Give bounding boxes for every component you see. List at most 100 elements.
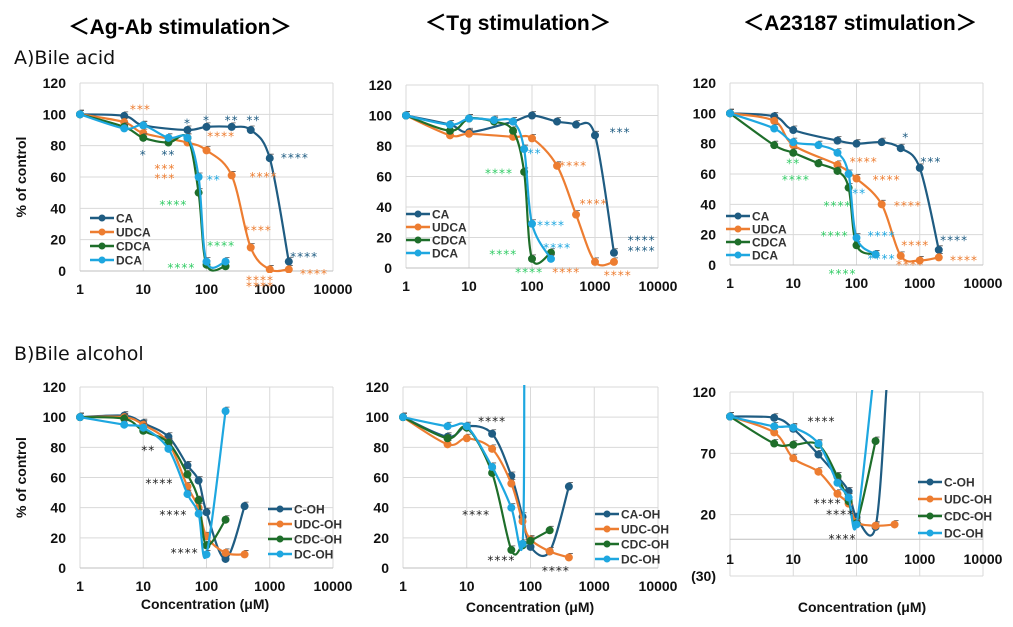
data-point (844, 170, 853, 178)
significance-marker: **** (487, 553, 515, 567)
series-dc-oh (399, 385, 527, 552)
data-point (789, 440, 798, 449)
legend-swatch-marker (414, 236, 422, 244)
data-point (609, 257, 618, 266)
data-point (265, 154, 274, 163)
x-tick-label: 100 (845, 551, 869, 567)
data-point (120, 420, 129, 429)
significance-marker: * (184, 117, 191, 131)
data-point (789, 148, 798, 157)
significance-marker: **** (300, 267, 328, 281)
y-tick-label: 0 (384, 260, 392, 276)
significance-marker: **** (478, 415, 506, 429)
series-dc-oh (726, 390, 874, 531)
legend-swatch-marker (414, 210, 422, 218)
x-tick-label: 10 (785, 551, 801, 567)
data-point (896, 144, 905, 153)
legend-swatch-marker (98, 242, 106, 250)
x-tick-label: 10000 (314, 578, 353, 594)
legend-swatch-marker (98, 228, 106, 236)
significance-marker: **** (552, 266, 580, 280)
data-point (183, 461, 192, 470)
data-point (877, 138, 886, 147)
data-point (488, 462, 497, 471)
data-point (490, 116, 499, 125)
x-tick-label: 10000 (314, 281, 353, 297)
legend-swatch-marker (276, 505, 284, 513)
data-point (934, 253, 943, 262)
legend-label: CA (116, 212, 134, 226)
significance-marker: ** (246, 114, 260, 128)
x-tick-label: 100 (520, 278, 544, 294)
x-tick-label: 100 (845, 275, 869, 291)
data-point (814, 450, 823, 459)
data-point (76, 110, 84, 119)
data-point (402, 111, 410, 120)
data-point (726, 412, 734, 421)
data-point (526, 536, 535, 545)
significance-marker: **** (868, 229, 896, 243)
legend-swatch-marker (603, 540, 611, 548)
significance-marker: **** (290, 250, 318, 264)
data-point (833, 166, 842, 175)
y-tick-label: 40 (373, 500, 389, 516)
legend-label: UDCA (116, 226, 151, 240)
data-point (545, 547, 554, 556)
x-tick-label: 1 (726, 275, 734, 291)
significance-marker: **** (159, 198, 187, 212)
y-tick-label: 0 (708, 257, 716, 273)
data-point (770, 413, 779, 422)
legend-swatch-marker (926, 495, 934, 503)
data-point (520, 145, 529, 154)
significance-marker: **** (207, 239, 235, 253)
data-point (183, 126, 192, 134)
legend-swatch-marker (734, 225, 742, 233)
data-point (139, 423, 148, 432)
y-tick-label: 0 (381, 560, 389, 576)
x-tick-label: 1000 (254, 578, 285, 594)
data-point (528, 134, 536, 143)
data-point (194, 173, 203, 181)
significance-marker: **** (515, 266, 543, 280)
legend-swatch-marker (603, 525, 611, 533)
significance-marker: **** (868, 252, 896, 266)
legend-label: UDCA (752, 223, 787, 237)
significance-marker: *** (610, 125, 631, 139)
data-point (814, 141, 823, 150)
data-point (789, 138, 798, 147)
significance-marker: **** (543, 241, 571, 255)
data-point (814, 467, 823, 476)
y-tick-label: 120 (43, 379, 67, 395)
y-axis-label: % of control (13, 137, 29, 218)
significance-marker: ** (528, 147, 542, 161)
y-axis-label: % of control (13, 437, 29, 518)
data-point (488, 429, 497, 438)
y-tick-label: 80 (373, 439, 389, 455)
y-tick-label: 20 (376, 230, 392, 246)
significance-marker: **** (604, 269, 632, 283)
data-point (871, 521, 880, 530)
significance-marker: **** (950, 253, 978, 267)
data-point (462, 422, 471, 431)
y-tick-label: 120 (43, 75, 67, 91)
significance-marker: **** (246, 273, 274, 287)
data-point (202, 550, 211, 559)
data-point (770, 422, 779, 431)
data-point (564, 482, 573, 491)
data-point (833, 136, 842, 145)
series-line (402, 416, 570, 559)
data-point (120, 124, 129, 133)
y-tick-label: 60 (373, 470, 389, 486)
data-point (553, 117, 562, 126)
legend-label: CA (432, 208, 450, 222)
significance-marker: **** (244, 223, 272, 237)
data-point (227, 122, 236, 131)
legend-label: CA-OH (621, 508, 660, 522)
data-point (890, 520, 899, 529)
x-tick-label: 1000 (579, 278, 610, 294)
legend-label: DCA (116, 254, 142, 268)
